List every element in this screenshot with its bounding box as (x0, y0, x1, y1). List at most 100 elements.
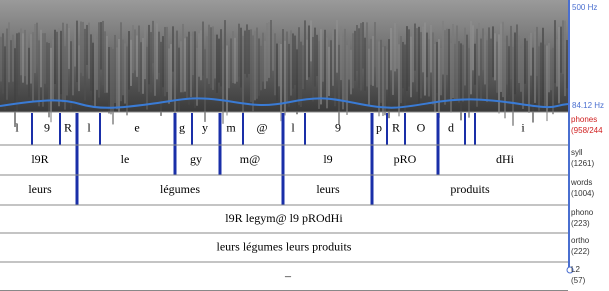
interval-label[interactable]: 9 (335, 120, 341, 134)
interval-label[interactable]: gy (190, 152, 202, 166)
spectrogram-band (184, 38, 186, 91)
spectrogram-band (164, 27, 166, 96)
spectrogram-band (84, 29, 86, 101)
spectrogram-band (524, 38, 526, 84)
spectrogram-band (50, 48, 52, 122)
spectrogram-band (126, 46, 128, 115)
spectrogram-band (284, 41, 286, 116)
spectrogram-band (460, 43, 462, 120)
spectrogram-band (396, 24, 398, 69)
spectrogram-band (342, 37, 344, 110)
spectrogram-band (502, 22, 504, 97)
spectrogram-band (80, 22, 82, 73)
spectrogram-band (244, 31, 246, 74)
interval-label[interactable]: pRO (394, 152, 417, 166)
spectrogram-band (372, 36, 374, 86)
interval-label[interactable]: m (226, 120, 236, 134)
interval-label[interactable]: O (417, 120, 426, 134)
spectrogram-band (298, 27, 300, 105)
spectrogram-band (76, 21, 78, 82)
spectrogram-band (156, 23, 158, 79)
spectrogram-band (550, 50, 552, 91)
spectrogram-band (68, 28, 70, 69)
interval-label[interactable]: l (87, 120, 91, 134)
spectrogram-band (210, 27, 212, 88)
tier-name[interactable]: phones (571, 115, 597, 124)
spectrogram-band (448, 29, 450, 95)
spectrogram-band (464, 28, 466, 86)
interval-label[interactable]: y (202, 120, 208, 134)
interval-label[interactable]: l9R (31, 152, 48, 166)
interval-label[interactable]: e (134, 120, 139, 134)
spectrogram-band (104, 31, 106, 93)
spectrogram-band (138, 26, 140, 92)
spectrogram-band (490, 39, 492, 85)
spectrogram-band (450, 43, 452, 112)
spectrogram-band (402, 42, 404, 88)
interval-label[interactable]: – (284, 268, 292, 282)
spectrogram-band (496, 42, 498, 93)
spectrogram-band (92, 43, 94, 101)
spectrogram-band (10, 40, 12, 86)
interval-label[interactable]: g (179, 120, 185, 134)
interval-label[interactable]: p (376, 120, 382, 134)
interval-label[interactable]: R (392, 120, 400, 134)
tier-name[interactable]: words (570, 178, 592, 187)
interval-label[interactable]: dHi (496, 152, 515, 166)
spectrogram-band (150, 32, 152, 92)
spectrogram-band (544, 45, 546, 108)
tier-name[interactable]: ortho (571, 236, 590, 245)
spectrogram-band (334, 29, 336, 106)
spectrogram-band (152, 21, 154, 63)
spectrogram-band (16, 33, 18, 111)
spectrogram-band (560, 27, 562, 73)
interval-label[interactable]: @ (256, 120, 267, 134)
spectrogram-band (216, 35, 218, 93)
spectrogram-band (352, 33, 354, 88)
spectrogram-band (462, 45, 464, 102)
spectrogram-band (486, 40, 488, 102)
spectrogram-band (82, 22, 84, 76)
spectrogram-band (120, 22, 122, 101)
spectrogram-band (404, 44, 406, 111)
spectrogram-band (306, 40, 308, 80)
spectrogram-band (348, 38, 350, 80)
interval-label[interactable]: R (64, 120, 72, 134)
spectrogram-band (98, 22, 100, 97)
spectrogram-band (416, 28, 418, 92)
spectrogram-band (412, 31, 414, 83)
interval-label[interactable]: leurs légumes leurs produits (217, 239, 352, 253)
interval-label[interactable]: l9R legym@ l9 pROdHi (225, 211, 343, 225)
spectrogram-band (456, 25, 458, 99)
spectrogram-band (54, 30, 56, 84)
spectrogram-band (528, 35, 530, 113)
spectrogram-band (186, 37, 188, 100)
spectrogram-band (62, 23, 64, 103)
tier-name[interactable]: phono (571, 208, 594, 217)
interval-label[interactable]: leurs (316, 182, 340, 196)
tier-name[interactable]: syll (571, 148, 583, 157)
interval-label[interactable]: leurs (28, 182, 52, 196)
interval-label[interactable]: le (121, 152, 130, 166)
spectrogram-band (134, 29, 136, 70)
interval-label[interactable]: légumes (160, 182, 200, 196)
spectrogram-band (238, 24, 240, 77)
tier-name[interactable]: L2 (571, 265, 580, 274)
spectrogram-band (212, 26, 214, 89)
spectrogram-band (230, 38, 232, 81)
interval-label[interactable]: produits (450, 182, 490, 196)
spectrogram-band (408, 29, 410, 86)
spectrogram-band (446, 29, 448, 75)
spectrogram-band (214, 35, 216, 79)
spectrogram-band (46, 42, 48, 87)
spectrogram-band (438, 39, 440, 118)
interval-label[interactable]: l9 (323, 152, 332, 166)
interval-label[interactable]: m@ (240, 152, 260, 166)
interval-label[interactable]: l (291, 120, 295, 134)
spectrogram-band (44, 33, 46, 84)
interval-label[interactable]: i (521, 120, 525, 134)
interval-label[interactable]: d (448, 120, 454, 134)
interval-label[interactable]: l (15, 120, 19, 134)
spectrogram-band (110, 47, 112, 114)
interval-label[interactable]: 9 (44, 120, 50, 134)
